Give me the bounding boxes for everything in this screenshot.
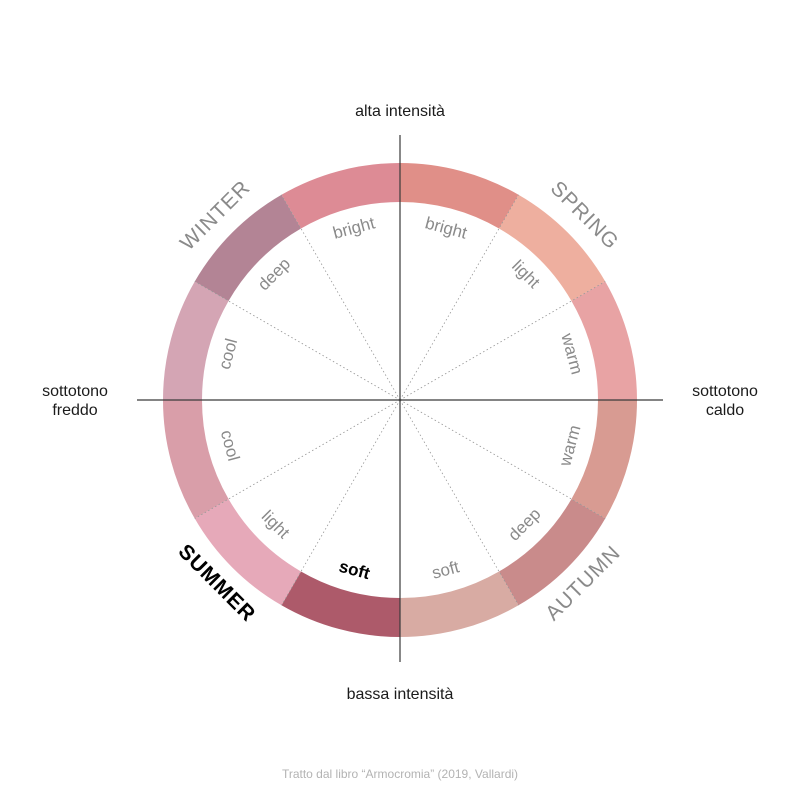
axis-label-right-line1: sottotono bbox=[692, 383, 758, 400]
divider-line bbox=[399, 399, 606, 519]
axis-label-low-intensity: bassa intensità bbox=[346, 686, 454, 703]
axis-label-right-line2: caldo bbox=[705, 402, 745, 419]
segment-autumn-deep bbox=[499, 499, 606, 606]
segment-labels: bright light warm warm deep soft soft light cool… bbox=[215, 213, 587, 583]
axis-label-warm-undertone: sottotono caldo bbox=[660, 382, 790, 420]
segment-winter-cool bbox=[163, 281, 229, 400]
segment-autumn-warm bbox=[571, 400, 637, 519]
segment-spring-bright bbox=[400, 163, 519, 229]
segment-summer-soft bbox=[281, 571, 400, 637]
segment-label-summer-light: light bbox=[258, 507, 294, 543]
segment-label-winter-cool: cool bbox=[215, 336, 241, 371]
divider-line bbox=[194, 399, 401, 519]
segment-label-winter-bright: bright bbox=[331, 213, 377, 242]
segment-spring-light bbox=[499, 194, 606, 301]
segment-label-autumn-deep: deep bbox=[504, 504, 544, 544]
segment-spring-warm bbox=[571, 281, 637, 400]
segment-autumn-soft bbox=[400, 571, 519, 637]
segment-label-summer-soft: soft bbox=[337, 557, 372, 584]
segment-label-spring-warm: warm bbox=[557, 330, 586, 376]
source-caption: Tratto dal libro “Armocromia” (2019, Val… bbox=[281, 767, 519, 781]
segment-label-autumn-soft: soft bbox=[430, 557, 462, 583]
segment-label-spring-light: light bbox=[508, 256, 544, 292]
segment-label-spring-bright: bright bbox=[423, 213, 469, 242]
axis-label-cool-undertone: sottotono freddo bbox=[10, 382, 140, 420]
divider-line bbox=[194, 281, 401, 401]
segment-winter-deep bbox=[194, 194, 301, 301]
segment-label-autumn-warm: warm bbox=[555, 423, 584, 469]
axis-label-left-line1: sottotono bbox=[42, 383, 108, 400]
segment-summer-light bbox=[194, 499, 301, 606]
divider-line bbox=[399, 399, 519, 606]
segment-summer-cool bbox=[163, 400, 229, 519]
segment-label-summer-cool: cool bbox=[217, 428, 243, 463]
axis-label-left-line2: freddo bbox=[52, 402, 98, 419]
divider-line bbox=[281, 399, 401, 606]
axis-label-high-intensity: alta intensità bbox=[355, 103, 445, 120]
divider-line bbox=[399, 281, 606, 401]
segment-winter-bright bbox=[281, 163, 400, 229]
divider-line bbox=[281, 194, 401, 401]
segment-label-winter-deep: deep bbox=[254, 254, 294, 294]
divider-line bbox=[399, 194, 519, 401]
ring-segments bbox=[163, 163, 637, 637]
